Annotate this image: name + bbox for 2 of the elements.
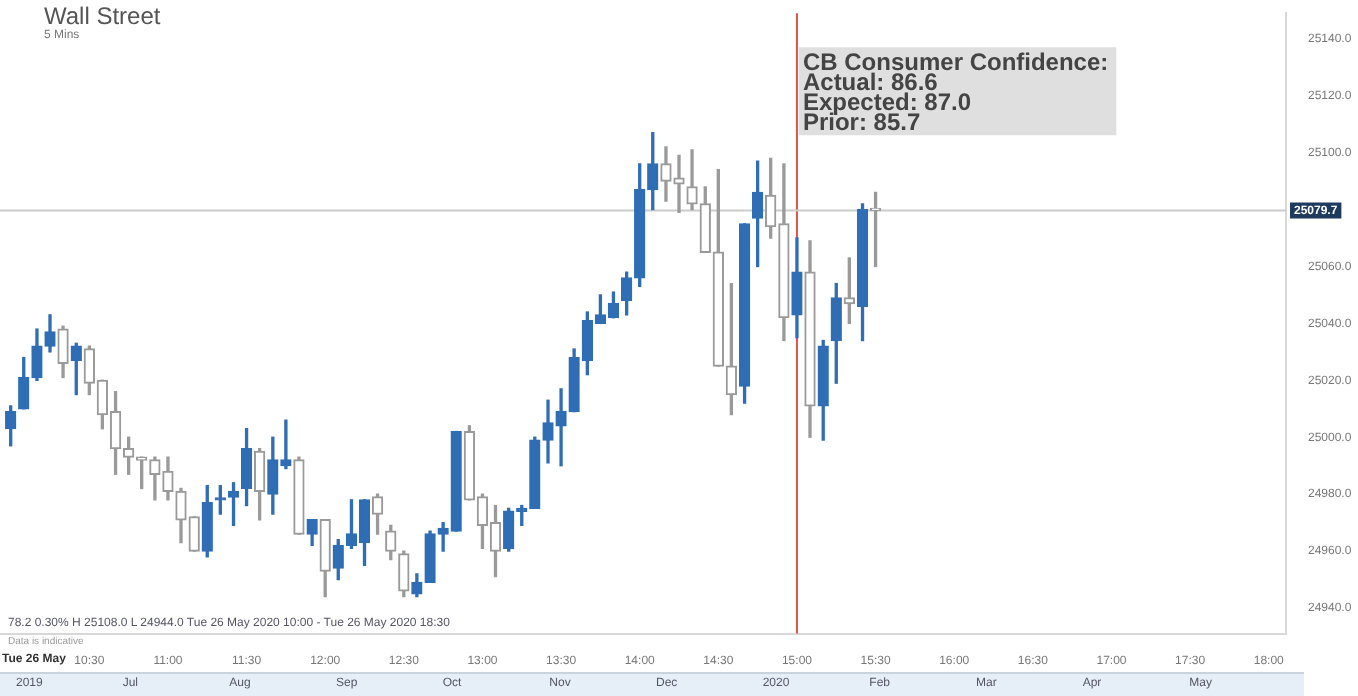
- chart-title: Wall Street: [44, 2, 161, 30]
- annotation: CB Consumer Confidence: Actual: 86.6 Expected: 87.0 Prior: 85.7: [802, 47, 1109, 136]
